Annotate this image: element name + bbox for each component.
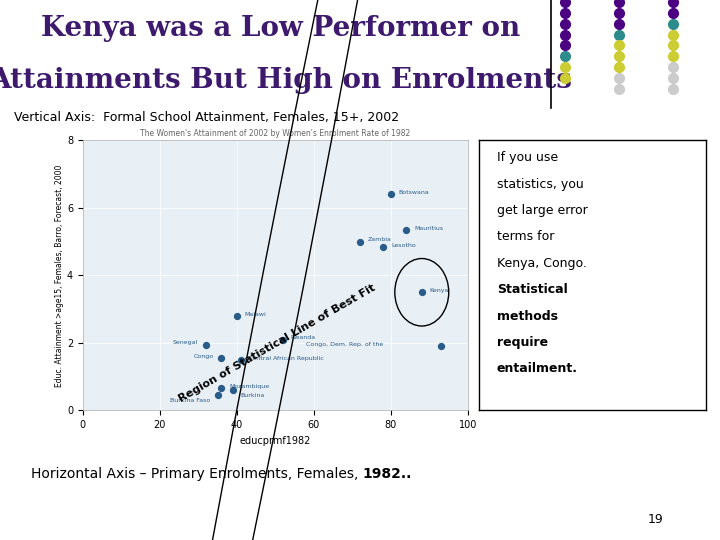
Text: statistics, you: statistics, you (497, 178, 584, 191)
Text: Kenya, Congo.: Kenya, Congo. (497, 257, 587, 270)
Text: If you use: If you use (497, 151, 558, 164)
X-axis label: educprmf1982: educprmf1982 (240, 436, 311, 446)
Text: Lesotho: Lesotho (391, 242, 415, 247)
Y-axis label: Educ. Attainment >age15, Females, Barro, Forecast, 2000: Educ. Attainment >age15, Females, Barro,… (55, 164, 64, 387)
Point (385, 190, 397, 199)
Point (216, 384, 228, 393)
Text: Zambia: Zambia (368, 238, 392, 242)
Point (354, 237, 366, 246)
Text: Horizontal Axis – Primary Enrolments, Females,: Horizontal Axis – Primary Enrolments, Fe… (31, 467, 363, 481)
Text: Botswana: Botswana (399, 190, 429, 195)
Text: Burkina: Burkina (240, 393, 265, 398)
Point (235, 355, 246, 364)
Point (228, 386, 239, 394)
Text: entailment.: entailment. (497, 362, 578, 375)
Text: Senegal: Senegal (173, 340, 199, 346)
Text: Kenya was a Low Performer on: Kenya was a Low Performer on (41, 15, 521, 42)
Text: Malawi: Malawi (245, 312, 266, 317)
Point (436, 342, 447, 350)
Text: Vertical Axis:  Formal School Attainment, Females, 15+, 2002: Vertical Axis: Formal School Attainment,… (14, 111, 400, 124)
Text: methods: methods (497, 309, 558, 322)
Text: Kenya: Kenya (429, 288, 449, 293)
Text: Congo, Dem. Rep. of the: Congo, Dem. Rep. of the (306, 342, 383, 347)
Text: Rwanda: Rwanda (291, 335, 316, 340)
Text: terms for: terms for (497, 231, 554, 244)
Point (200, 340, 212, 349)
Text: Mozambique: Mozambique (229, 384, 269, 389)
Text: 1982..: 1982.. (363, 467, 412, 481)
Text: require: require (497, 336, 548, 349)
Point (400, 226, 412, 234)
Text: Mauritius: Mauritius (414, 226, 444, 231)
Text: Burkina Faso: Burkina Faso (170, 398, 210, 403)
Text: Region of Statistical Line of Best Fit: Region of Statistical Line of Best Fit (176, 283, 377, 404)
Text: 19: 19 (647, 513, 663, 526)
Point (277, 335, 289, 344)
Text: Central African Republic: Central African Republic (248, 355, 324, 361)
Text: Statistical: Statistical (497, 283, 567, 296)
Text: Congo: Congo (194, 354, 214, 359)
Text: get large error: get large error (497, 204, 588, 217)
Point (231, 312, 243, 320)
Title: The Women's Attainment of 2002 by Women's Enrolment Rate of 1982: The Women's Attainment of 2002 by Women'… (140, 129, 410, 138)
Point (377, 242, 389, 251)
Text: Attainments But High on Enrolments: Attainments But High on Enrolments (0, 66, 572, 93)
Point (416, 288, 428, 296)
Point (212, 391, 223, 400)
Point (216, 354, 228, 362)
